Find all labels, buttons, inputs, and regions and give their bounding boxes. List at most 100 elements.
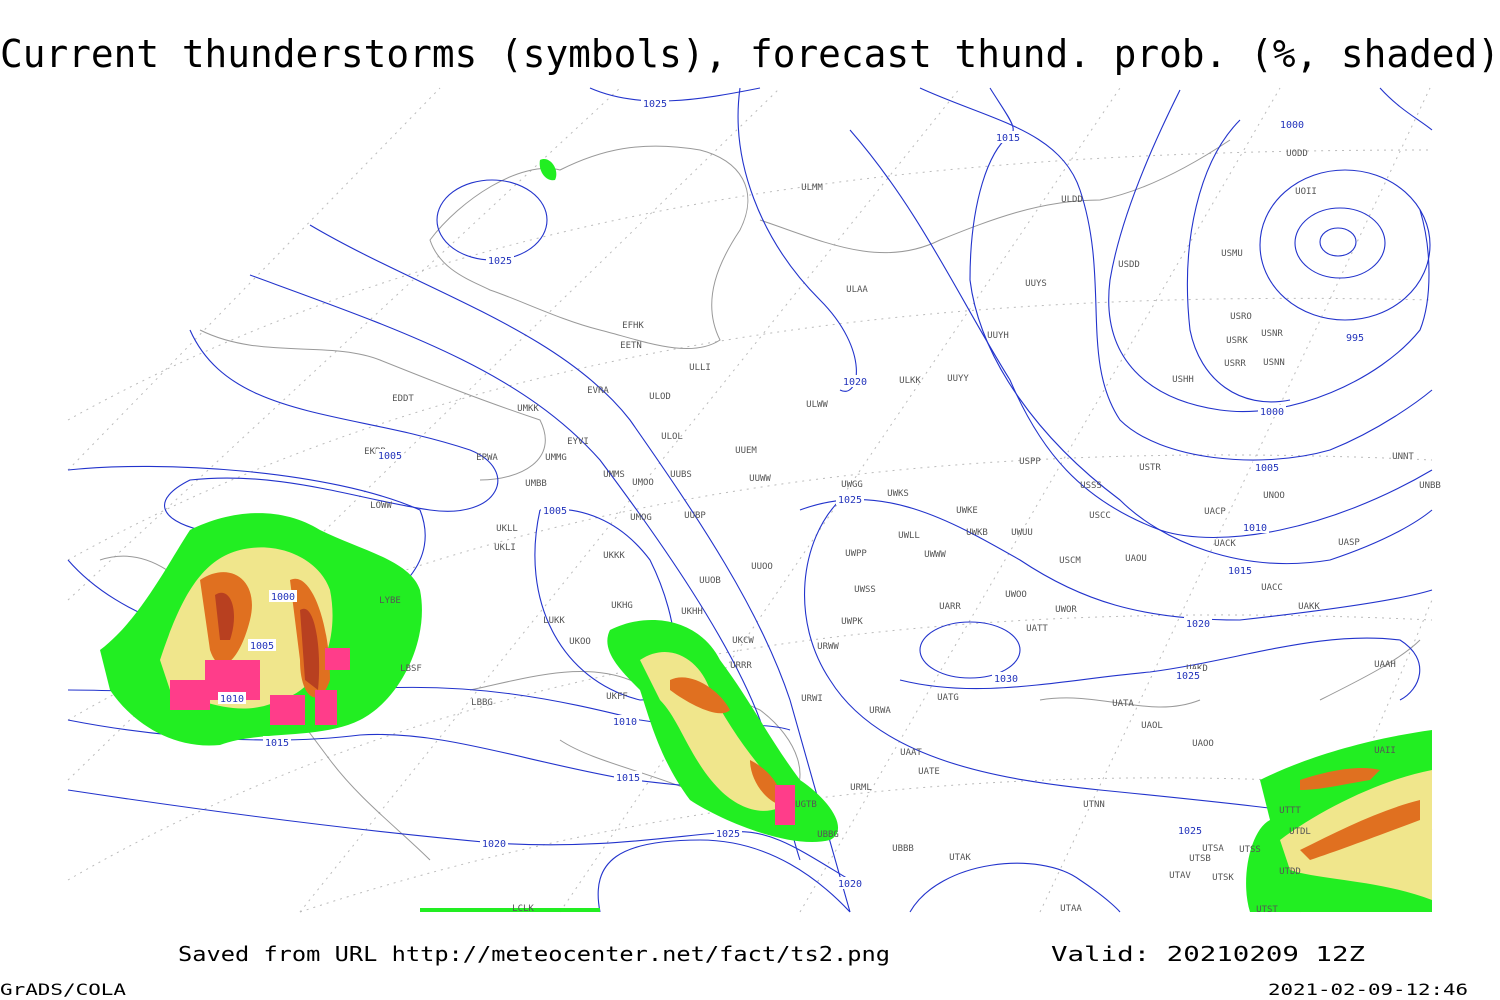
station-label: EKBB <box>364 447 386 457</box>
station-label: URWA <box>869 706 891 716</box>
station-label: UASP <box>1338 538 1360 548</box>
station-label: UACP <box>1204 507 1226 517</box>
isobar-label: 1025 <box>1176 671 1200 682</box>
isobar-label-bg <box>486 254 514 266</box>
isobar-label-bg <box>480 837 508 849</box>
isobar-label: 1020 <box>482 839 506 850</box>
thunderstorm-probability <box>100 159 1432 912</box>
station-label: UKOO <box>569 637 591 647</box>
station-label: ULOL <box>661 432 683 442</box>
station-label: UWSS <box>854 585 876 595</box>
station-label: UAOL <box>1141 721 1163 731</box>
station-label: USDD <box>1118 260 1140 270</box>
station-label: UWKE <box>956 506 978 516</box>
station-label: UKFF <box>606 692 628 702</box>
station-label: EDDT <box>392 394 414 404</box>
station-label: UUOB <box>699 576 721 586</box>
software: GrADS/COLA <box>0 980 126 999</box>
isobar-label: 1005 <box>250 641 274 652</box>
isobar-label: 1000 <box>271 592 295 603</box>
isobar-label-bg <box>836 493 864 505</box>
isobar-label: 1000 <box>1260 407 1284 418</box>
station-label: EVRA <box>587 386 609 396</box>
station-label: ULDD <box>1061 195 1083 205</box>
station-label: ULKK <box>899 376 921 386</box>
station-label: UWPP <box>845 549 867 559</box>
isobar-label: 1010 <box>1243 523 1267 534</box>
station-label: UMBB <box>525 479 547 489</box>
station-label: UTTT <box>1279 806 1301 816</box>
station-label: LUKK <box>543 616 565 626</box>
station-label: UATA <box>1112 699 1134 709</box>
station-label: USCC <box>1089 511 1111 521</box>
station-label: UTAK <box>949 853 971 863</box>
station-label: UKLI <box>494 543 516 553</box>
station-label: UWUU <box>1011 528 1033 538</box>
isobar-label: 1020 <box>838 879 862 890</box>
isobar-label-bg <box>263 736 291 748</box>
station-label: USPP <box>1019 457 1041 467</box>
isobar-label: 1005 <box>378 451 402 462</box>
isobars <box>67 87 1433 913</box>
station-label: UTAA <box>1060 904 1082 914</box>
station-label: UUYS <box>1025 279 1047 289</box>
station-label: USHH <box>1172 375 1194 385</box>
station-label: UUWW <box>749 474 771 484</box>
station-label: UTSK <box>1212 873 1234 883</box>
isobar-label: 1020 <box>843 377 867 388</box>
station-label: UTSA <box>1202 844 1224 854</box>
isobar-label: 1015 <box>265 738 289 749</box>
station-label: EETN <box>620 341 642 351</box>
station-label: USRK <box>1226 336 1248 346</box>
station-label: UUBS <box>670 470 692 480</box>
station-label: UTST <box>1256 905 1278 915</box>
isobar-label: 1025 <box>488 256 512 267</box>
station-label: UACC <box>1261 583 1283 593</box>
station-label: LCLK <box>512 904 534 914</box>
station-label: UWKS <box>887 489 909 499</box>
station-label: EFHK <box>622 321 644 331</box>
station-label: USNR <box>1261 329 1283 339</box>
station-label: UAAT <box>900 748 922 758</box>
isobar-label-bg <box>841 375 869 387</box>
valid-time: Valid: 20210209 12Z <box>1051 942 1365 966</box>
isobar-label-bg <box>641 97 669 109</box>
station-label: UAAH <box>1374 660 1396 670</box>
station-label: UTDL <box>1289 827 1311 837</box>
station-label: LYBE <box>379 596 401 606</box>
station-label: URWI <box>801 694 823 704</box>
title: Current thunderstorms (symbols), forecas… <box>0 32 1500 76</box>
station-label: UKKK <box>603 551 625 561</box>
station-label: UNOO <box>1263 491 1285 501</box>
station-label: USNN <box>1263 358 1285 368</box>
isobar-label: 1010 <box>220 694 244 705</box>
isobar-label: 1005 <box>1255 463 1279 474</box>
station-label: UWGG <box>841 480 863 490</box>
station-label: UATG <box>937 693 959 703</box>
station-label: UOII <box>1295 187 1317 197</box>
station-label: USTR <box>1139 463 1161 473</box>
station-label: ULOD <box>649 392 671 402</box>
station-label: UTSS <box>1239 845 1261 855</box>
station-label: UODD <box>1286 149 1308 159</box>
station-label: UUYY <box>947 374 969 384</box>
isobar-label: 1025 <box>1178 826 1202 837</box>
station-label: UMMG <box>545 453 567 463</box>
isobar-label-bg <box>1253 461 1281 473</box>
isobar-label: 995 <box>1346 333 1364 344</box>
station-label: UWWW <box>924 550 946 560</box>
station-label: UBBG <box>817 830 839 840</box>
station-label: UNBB <box>1419 481 1441 491</box>
isobar-label: 1030 <box>994 674 1018 685</box>
isobar-label: 1005 <box>543 506 567 517</box>
isobar-label-bg <box>248 639 276 651</box>
isobar-label-bg <box>1174 669 1202 681</box>
station-label: UATT <box>1026 624 1048 634</box>
isobar-label-bg <box>1176 824 1204 836</box>
station-label: UWLL <box>898 531 920 541</box>
isobar-label: 1000 <box>1280 120 1304 131</box>
station-label: UKCW <box>732 636 754 646</box>
isobar-label: 1015 <box>1228 566 1252 577</box>
